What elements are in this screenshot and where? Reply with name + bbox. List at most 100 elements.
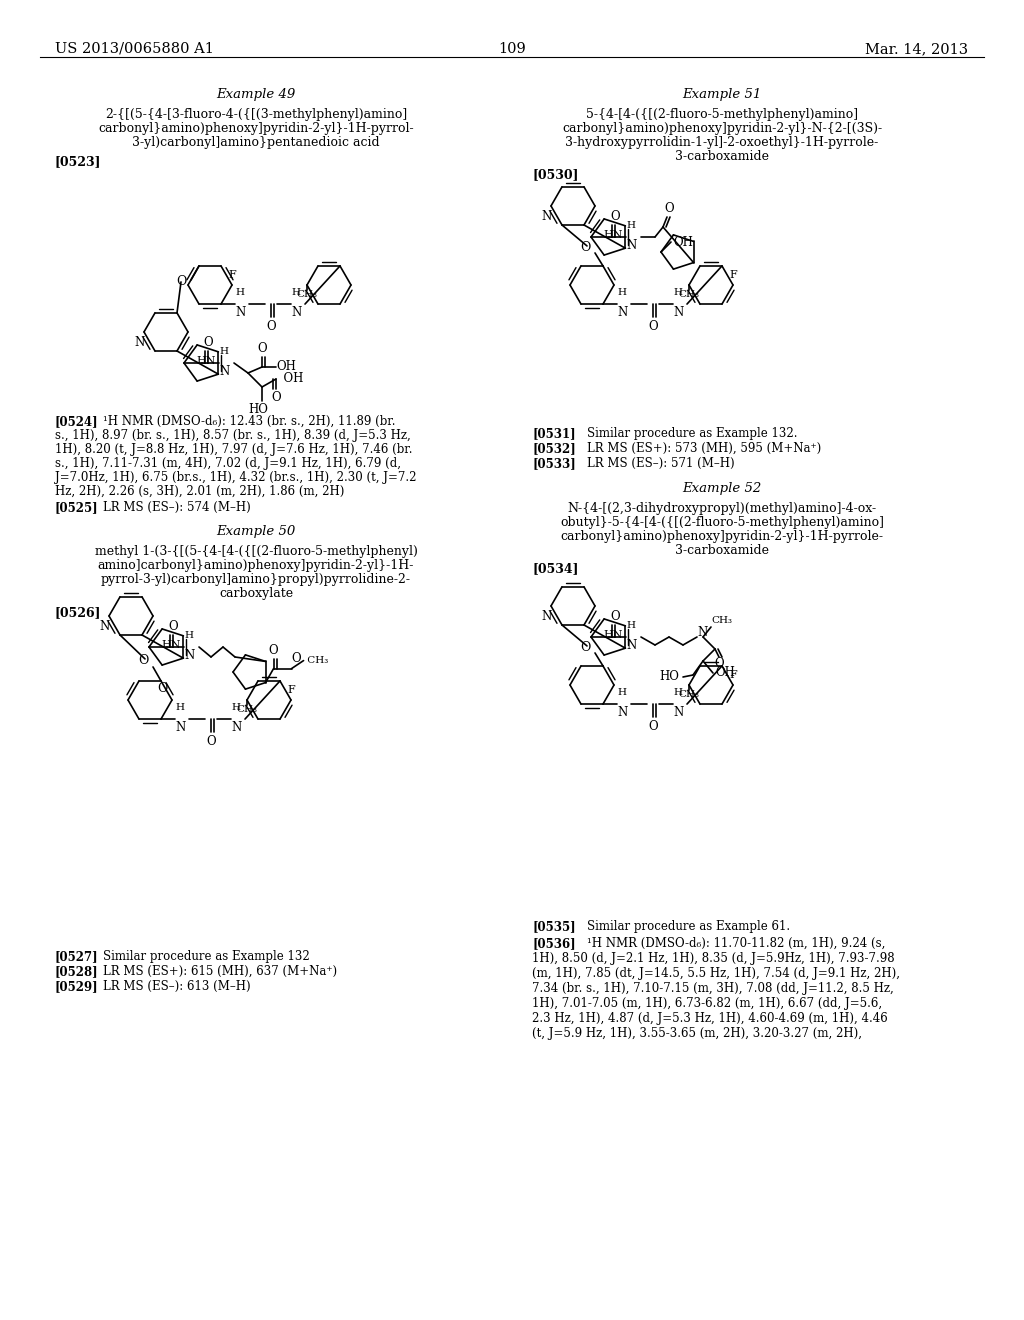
Text: N: N [231,721,242,734]
Text: [0530]: [0530] [532,168,579,181]
Text: s., 1H), 8.97 (br. s., 1H), 8.57 (br. s., 1H), 8.39 (d, J=5.3 Hz,: s., 1H), 8.97 (br. s., 1H), 8.57 (br. s.… [55,429,411,442]
Text: O: O [292,652,301,664]
Text: 1H), 8.20 (t, J=8.8 Hz, 1H), 7.97 (d, J=7.6 Hz, 1H), 7.46 (br.: 1H), 8.20 (t, J=8.8 Hz, 1H), 7.97 (d, J=… [55,444,413,455]
Text: O: O [268,644,279,656]
Text: 2-{[(5-{4-[3-fluoro-4-({[(3-methylphenyl)amino]: 2-{[(5-{4-[3-fluoro-4-({[(3-methylphenyl… [104,108,408,121]
Text: [0526]: [0526] [55,606,101,619]
Text: Similar procedure as Example 132: Similar procedure as Example 132 [103,950,309,964]
Text: HO: HO [659,671,679,684]
Text: O: O [257,342,267,355]
Text: CH₃: CH₃ [303,656,328,665]
Text: 5-{4-[4-({[(2-fluoro-5-methylphenyl)amino]: 5-{4-[4-({[(2-fluoro-5-methylphenyl)amin… [586,108,858,121]
Text: N: N [673,706,683,719]
Text: O: O [648,319,657,333]
Text: F: F [729,671,737,680]
Text: O: O [138,655,148,668]
Text: CH₃: CH₃ [679,290,699,300]
Text: N: N [291,306,301,319]
Text: Hz, 2H), 2.26 (s, 3H), 2.01 (m, 2H), 1.86 (m, 2H): Hz, 2H), 2.26 (s, 3H), 2.01 (m, 2H), 1.8… [55,484,344,498]
Text: [0527]: [0527] [55,950,98,964]
Text: methyl 1-(3-{[(5-{4-[4-({[(2-fluoro-5-methylphenyl): methyl 1-(3-{[(5-{4-[4-({[(2-fluoro-5-me… [94,545,418,558]
Text: OH: OH [276,372,303,385]
Text: O: O [610,610,620,623]
Text: Example 49: Example 49 [216,88,296,102]
Text: HO: HO [248,403,268,416]
Text: O: O [158,682,168,696]
Text: N: N [617,306,628,319]
Text: CH₃: CH₃ [679,690,699,700]
Text: O: O [266,319,275,333]
Text: obutyl}-5-{4-[4-({[(2-fluoro-5-methylphenyl)amino]: obutyl}-5-{4-[4-({[(2-fluoro-5-methylphe… [560,516,884,529]
Text: carbonyl}amino)phenoxy]pyridin-2-yl}-1H-pyrrol-: carbonyl}amino)phenoxy]pyridin-2-yl}-1H-… [98,121,414,135]
Text: F: F [228,271,236,280]
Text: Example 52: Example 52 [682,482,762,495]
Text: H: H [234,288,244,297]
Text: N: N [542,210,552,223]
Text: Example 50: Example 50 [216,525,296,539]
Text: H: H [626,620,635,630]
Text: Example 51: Example 51 [682,88,762,102]
Text: O: O [610,210,620,223]
Text: H: H [175,704,184,711]
Text: N: N [100,620,111,634]
Text: LR MS (ES–): 613 (M–H): LR MS (ES–): 613 (M–H) [103,979,251,993]
Text: N: N [626,239,636,252]
Text: N: N [219,366,229,378]
Text: [0523]: [0523] [55,154,101,168]
Text: O: O [168,620,178,634]
Text: 109: 109 [498,42,526,55]
Text: O: O [580,242,590,255]
Text: H: H [673,288,682,297]
Text: HN: HN [197,356,216,366]
Text: [0528]: [0528] [55,965,98,978]
Text: LR MS (ES+): 573 (MH), 595 (M+Na⁺): LR MS (ES+): 573 (MH), 595 (M+Na⁺) [587,442,821,455]
Text: O: O [271,391,281,404]
Text: O: O [206,735,216,748]
Text: [0531]: [0531] [532,426,575,440]
Text: CH₃: CH₃ [297,290,317,300]
Text: H: H [231,704,240,711]
Text: O: O [665,202,674,215]
Text: N: N [626,639,636,652]
Text: carbonyl}amino)phenoxy]pyridin-2-yl}-1H-pyrrole-: carbonyl}amino)phenoxy]pyridin-2-yl}-1H-… [560,531,884,543]
Text: CH₃: CH₃ [711,616,732,624]
Text: [0532]: [0532] [532,442,575,455]
Text: N: N [135,337,145,348]
Text: H: H [291,288,300,297]
Text: N: N [234,306,246,319]
Text: [0534]: [0534] [532,562,579,576]
Text: H: H [626,220,635,230]
Text: pyrrol-3-yl)carbonyl]amino}propyl)pyrrolidine-2-: pyrrol-3-yl)carbonyl]amino}propyl)pyrrol… [101,573,411,586]
Text: 7.34 (br. s., 1H), 7.10-7.15 (m, 3H), 7.08 (dd, J=11.2, 8.5 Hz,: 7.34 (br. s., 1H), 7.10-7.15 (m, 3H), 7.… [532,982,894,995]
Text: carbonyl}amino)phenoxy]pyridin-2-yl}-N-{2-[(3S)-: carbonyl}amino)phenoxy]pyridin-2-yl}-N-{… [562,121,882,135]
Text: 3-carboxamide: 3-carboxamide [675,544,769,557]
Text: H: H [184,631,193,640]
Text: N: N [617,706,628,719]
Text: H: H [617,688,626,697]
Text: LR MS (ES–): 571 (M–H): LR MS (ES–): 571 (M–H) [587,457,734,470]
Text: CH₃: CH₃ [237,705,257,714]
Text: F: F [287,685,295,696]
Text: N: N [542,610,552,623]
Text: O: O [648,719,657,733]
Text: 3-yl)carbonyl]amino}pentanedioic acid: 3-yl)carbonyl]amino}pentanedioic acid [132,136,380,149]
Text: [0525]: [0525] [55,502,98,513]
Text: N: N [697,627,708,639]
Text: (m, 1H), 7.85 (dt, J=14.5, 5.5 Hz, 1H), 7.54 (d, J=9.1 Hz, 2H),: (m, 1H), 7.85 (dt, J=14.5, 5.5 Hz, 1H), … [532,968,900,979]
Text: OH: OH [673,235,693,248]
Text: 3-hydroxypyrrolidin-1-yl]-2-oxoethyl}-1H-pyrrole-: 3-hydroxypyrrolidin-1-yl]-2-oxoethyl}-1H… [565,136,879,149]
Text: N: N [673,306,683,319]
Text: O: O [714,657,724,671]
Text: N-{4-[(2,3-dihydroxypropyl)(methyl)amino]-4-ox-: N-{4-[(2,3-dihydroxypropyl)(methyl)amino… [567,502,877,515]
Text: N: N [175,721,185,734]
Text: Mar. 14, 2013: Mar. 14, 2013 [865,42,968,55]
Text: [0533]: [0533] [532,457,575,470]
Text: H: H [617,288,626,297]
Text: J=7.0Hz, 1H), 6.75 (br.s., 1H), 4.32 (br.s., 1H), 2.30 (t, J=7.2: J=7.0Hz, 1H), 6.75 (br.s., 1H), 4.32 (br… [55,471,417,484]
Text: carboxylate: carboxylate [219,587,293,601]
Text: US 2013/0065880 A1: US 2013/0065880 A1 [55,42,214,55]
Text: [0529]: [0529] [55,979,98,993]
Text: ¹H NMR (DMSO-d₆): 11.70-11.82 (m, 1H), 9.24 (s,: ¹H NMR (DMSO-d₆): 11.70-11.82 (m, 1H), 9… [587,937,886,950]
Text: [0535]: [0535] [532,920,575,933]
Text: LR MS (ES+): 615 (MH), 637 (M+Na⁺): LR MS (ES+): 615 (MH), 637 (M+Na⁺) [103,965,337,978]
